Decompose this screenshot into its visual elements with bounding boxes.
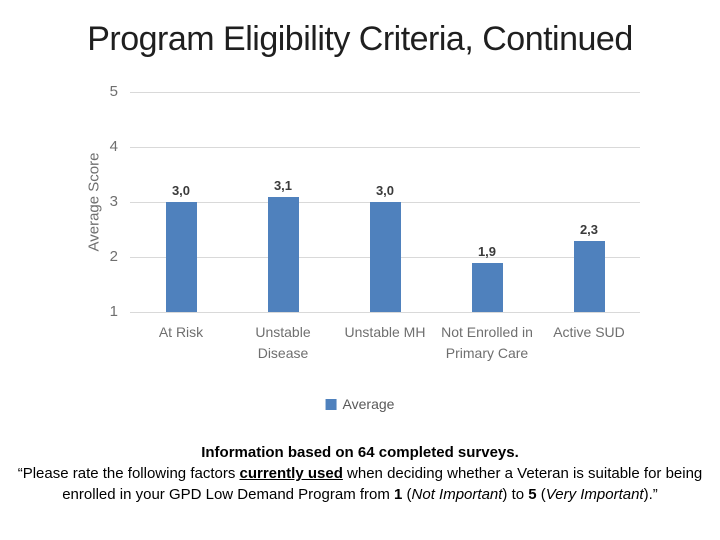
quote-segment: ) to <box>502 486 529 503</box>
x-category-label: Unstable Disease <box>255 324 311 361</box>
x-category-label: Active SUD <box>553 324 625 340</box>
legend-color-swatch <box>325 398 337 410</box>
bar-active-sud <box>573 240 605 312</box>
y-tick-label: 1 <box>109 303 118 320</box>
gridline <box>130 312 640 313</box>
plot-area: 3,0 3,1 3,0 1,9 2,3 <box>130 92 640 313</box>
quote-scale-max-label: Very Important <box>545 486 644 503</box>
footer-text-block: Information based on 64 completed survey… <box>8 442 712 505</box>
y-tick-label: 5 <box>109 83 118 100</box>
quote-scale-max: 5 <box>528 486 537 503</box>
quote-segment: ( <box>402 486 412 503</box>
gridline <box>130 92 640 93</box>
quote-segment: “Please rate the following factors <box>17 465 240 482</box>
quote-scale-min-label: Not Important <box>411 486 503 503</box>
survey-question-quote: “Please rate the following factors curre… <box>8 463 712 505</box>
gridline <box>130 147 640 148</box>
x-category-label: At Risk <box>158 324 204 340</box>
chart-legend: Average <box>325 396 395 412</box>
bar-not-enrolled-in-primary-care <box>471 262 503 312</box>
quote-segment-underlined: currently used <box>239 465 343 482</box>
quote-segment: when deciding whether a Veteran is suita… <box>62 465 703 503</box>
bar-value-label: 3,0 <box>171 183 191 198</box>
legend-series-label: Average <box>342 396 395 412</box>
bar-at-risk <box>165 202 197 312</box>
y-tick-label: 4 <box>109 138 118 155</box>
quote-scale-min: 1 <box>394 486 403 503</box>
survey-count-note: Information based on 64 completed survey… <box>201 444 519 461</box>
bar-unstable-mh <box>369 202 401 312</box>
slide-title: Program Eligibility Criteria, Continued <box>87 20 633 58</box>
x-axis-category-labels: At Risk Unstable Disease Unstable MH Not En… <box>130 322 640 392</box>
bar-value-label: 1,9 <box>477 243 497 259</box>
bar-value-label: 3,0 <box>375 183 395 198</box>
quote-segment: ( <box>536 486 546 503</box>
bar-value-label: 2,3 <box>579 221 599 237</box>
quote-segment: ).” <box>643 486 658 503</box>
x-category-label: Unstable MH <box>344 324 426 340</box>
bar-value-label: 3,1 <box>273 177 293 193</box>
bar-unstable-disease <box>267 196 299 312</box>
y-tick-label: 2 <box>109 248 118 265</box>
x-category-label: Not Enrolled in Primary Care <box>441 324 533 361</box>
y-tick-label: 3 <box>109 193 118 210</box>
